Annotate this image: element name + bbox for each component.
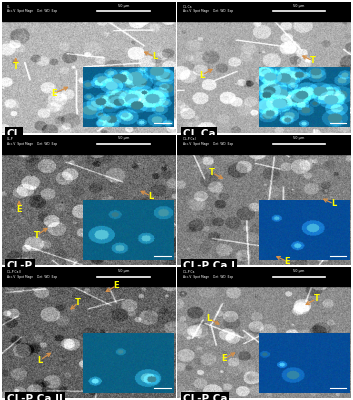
Text: L: L	[37, 356, 43, 365]
Text: L: L	[149, 192, 154, 200]
Text: CL-P Ca I: CL-P Ca I	[183, 138, 196, 142]
Text: CL: CL	[7, 5, 11, 9]
Text: L: L	[152, 52, 157, 61]
Text: CL-P Ca: CL-P Ca	[183, 270, 194, 274]
Text: E: E	[284, 257, 290, 266]
Text: CL-P Ca II: CL-P Ca II	[7, 270, 21, 274]
Text: L: L	[331, 200, 336, 208]
Bar	[2, 2, 176, 21]
Text: 50 µm: 50 µm	[118, 4, 129, 8]
Text: T: T	[13, 62, 19, 70]
Text: CL-P: CL-P	[7, 262, 33, 272]
Bar	[178, 267, 351, 286]
Bar	[178, 135, 351, 154]
Text: 50 µm: 50 µm	[293, 4, 305, 8]
Text: Acc.V  Spot Magn    Det  WD  Exp: Acc.V Spot Magn Det WD Exp	[7, 275, 57, 279]
Text: Acc.V  Spot Magn    Det  WD  Exp: Acc.V Spot Magn Det WD Exp	[183, 275, 233, 279]
Text: CL: CL	[7, 129, 21, 139]
Text: T: T	[34, 231, 40, 240]
Bar	[2, 135, 176, 154]
Text: Acc.V  Spot Magn    Det  WD  Exp: Acc.V Spot Magn Det WD Exp	[7, 10, 57, 14]
Text: CL-P Ca II: CL-P Ca II	[7, 394, 63, 400]
Bar	[2, 267, 176, 286]
Text: L: L	[206, 314, 211, 323]
Text: T: T	[313, 294, 319, 303]
Text: Acc.V  Spot Magn    Det  WD  Exp: Acc.V Spot Magn Det WD Exp	[7, 142, 57, 146]
Text: 50 µm: 50 µm	[293, 136, 305, 140]
Bar	[178, 2, 351, 21]
Text: E: E	[222, 354, 227, 363]
Text: CL Ca: CL Ca	[183, 5, 191, 9]
Text: Acc.V  Spot Magn    Det  WD  Exp: Acc.V Spot Magn Det WD Exp	[183, 142, 233, 146]
Text: E: E	[16, 205, 22, 214]
Text: 50 µm: 50 µm	[118, 269, 129, 273]
Text: E: E	[51, 89, 57, 98]
Text: E: E	[114, 281, 119, 290]
Text: Acc.V  Spot Magn    Det  WD  Exp: Acc.V Spot Magn Det WD Exp	[183, 10, 233, 14]
Text: T: T	[209, 168, 215, 177]
Text: 50 µm: 50 µm	[293, 269, 305, 273]
Text: L: L	[199, 71, 204, 80]
Text: CL Ca: CL Ca	[183, 129, 215, 139]
Text: CL-P Ca: CL-P Ca	[183, 394, 227, 400]
Text: CL-P: CL-P	[7, 138, 13, 142]
Text: T: T	[310, 56, 316, 65]
Text: T: T	[75, 298, 81, 307]
Text: 50 µm: 50 µm	[118, 136, 129, 140]
Text: CL-P Ca I: CL-P Ca I	[183, 262, 235, 272]
